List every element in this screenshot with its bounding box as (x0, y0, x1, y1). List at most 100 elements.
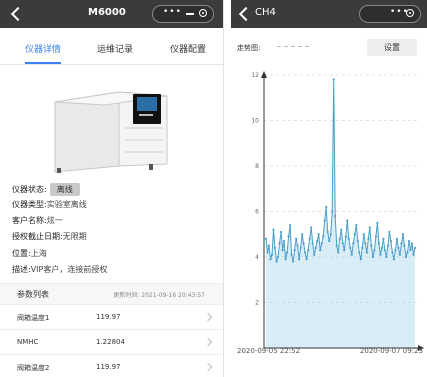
data-point (264, 237, 268, 240)
data-point (305, 258, 308, 261)
y-tick-label: 8 (255, 163, 259, 170)
y-axis-arrow (261, 71, 267, 78)
data-point (395, 237, 399, 240)
data-point (413, 246, 417, 249)
data-point (320, 242, 323, 245)
y-tick-label: 4 (255, 254, 259, 261)
data-point (313, 253, 316, 256)
more-icon[interactable]: ••• (163, 7, 182, 17)
data-point (407, 239, 411, 243)
y-tick-label: 10 (251, 118, 259, 125)
close-icon[interactable] (406, 9, 414, 17)
data-point (337, 251, 340, 254)
data-point (322, 235, 325, 238)
y-tick-label: 6 (255, 209, 259, 216)
chevron-right-icon (203, 337, 213, 347)
active-tab-indicator (25, 62, 61, 64)
param-row[interactable]: 阀箱温度2 119.97 (0, 355, 223, 377)
settings-button[interactable]: 设置 (367, 39, 417, 56)
data-point (347, 237, 350, 240)
back-icon[interactable] (238, 6, 254, 22)
data-point (310, 226, 313, 229)
status-badge: 离线 (49, 183, 80, 196)
data-point (400, 242, 403, 245)
legend-label: 走势图: (237, 44, 261, 52)
legend-swatch (298, 46, 302, 47)
data-point (304, 251, 307, 254)
data-point (267, 244, 271, 247)
data-point (380, 246, 383, 249)
data-point (269, 258, 272, 261)
y-tick-label: 2 (255, 300, 259, 307)
param-row[interactable]: NMHC 1.22804 (0, 330, 223, 355)
trend-chart[interactable]: 2 4 6 8 10 12 2020-09-05 22:52 2020-09-07 09:23 (231, 60, 427, 370)
data-point (359, 258, 362, 261)
title-bar: M6000 ••• (0, 0, 223, 28)
param-name: NMHC (17, 338, 39, 346)
tab-device-detail[interactable]: 仪器详情 (25, 45, 62, 55)
window-title: M6000 (88, 7, 126, 18)
data-point (328, 239, 331, 243)
data-point (325, 205, 328, 209)
data-point (284, 258, 287, 261)
params-update-time: 更新时间: 2021-09-16 20:43:57 (113, 292, 205, 299)
data-point (290, 253, 293, 256)
data-point (296, 244, 299, 247)
data-point (394, 249, 397, 252)
tab-device-config[interactable]: 仪器配置 (170, 45, 207, 55)
minimize-icon[interactable] (186, 13, 194, 15)
legend-swatch (277, 46, 281, 47)
data-point (338, 237, 341, 240)
info-description-row: 描述:VIP客户，连接前授权 (12, 264, 107, 275)
param-row[interactable]: 阀箱温度1 119.97 (0, 305, 223, 330)
data-point (376, 221, 379, 224)
data-point (301, 233, 304, 236)
customer-value: 炫一 (46, 216, 63, 225)
param-value: 119.97 (96, 363, 121, 371)
data-point (276, 255, 280, 259)
series-area (266, 79, 415, 348)
data-point (389, 239, 393, 243)
data-point (285, 251, 289, 254)
location-value: 上海 (30, 249, 47, 258)
data-point (323, 219, 326, 222)
data-point (329, 233, 332, 236)
tab-bar: 仪器详情 运维记录 仪器配置 (0, 28, 223, 65)
series-line (265, 79, 416, 262)
data-point (317, 233, 320, 236)
window-title: CH4 (255, 7, 276, 18)
data-point (331, 210, 334, 213)
tab-maintenance-records[interactable]: 运维记录 (97, 45, 134, 55)
data-point (353, 233, 356, 236)
params-header: 参数列表 更新时间: 2021-09-16 20:43:57 (0, 283, 223, 305)
data-point (367, 237, 370, 240)
info-type-row: 仪器类型:实验室离线 (12, 199, 87, 210)
close-icon[interactable] (199, 9, 207, 17)
data-point (344, 235, 347, 238)
info-customer-row: 客户名称:炫一 (12, 215, 63, 226)
capsule-menu: ••• (359, 5, 421, 23)
data-point (279, 230, 283, 234)
param-value: 119.97 (96, 313, 121, 321)
data-point (398, 253, 402, 256)
data-point (403, 244, 406, 247)
more-icon[interactable]: ••• (390, 7, 409, 17)
data-point (382, 237, 385, 240)
data-point (334, 214, 337, 218)
data-point (346, 219, 349, 222)
auth-label: 授权截止日期: (12, 232, 63, 241)
data-point (308, 237, 311, 240)
data-point (365, 251, 368, 254)
data-point (282, 239, 286, 243)
data-point (410, 242, 414, 245)
x-tick-label: 2020-09-07 09:23 (360, 347, 423, 355)
data-point (361, 246, 364, 249)
data-point (311, 242, 314, 245)
status-label: 仪器状态: (12, 185, 47, 194)
back-icon[interactable] (10, 6, 26, 22)
data-point (319, 249, 322, 252)
type-value: 实验室离线 (46, 200, 87, 209)
data-point (299, 246, 302, 249)
data-point (412, 253, 415, 256)
type-label: 仪器类型: (12, 200, 47, 209)
